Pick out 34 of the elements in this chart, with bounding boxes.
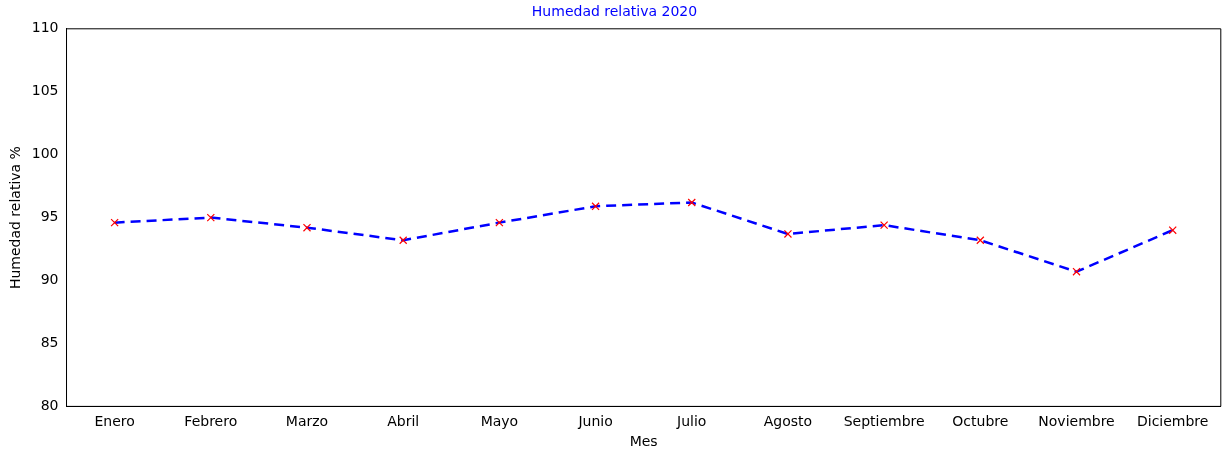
point [1072,267,1081,276]
point [110,218,119,227]
point [880,221,889,230]
point [302,223,312,232]
y-tick-label: 80 [40,397,59,414]
y-tick-label: 85 [40,334,59,351]
point [687,198,696,207]
x-tick-label: Septiembre [843,413,925,430]
x-tick-label: Abril [387,413,420,430]
x-tick-label: Marzo [285,413,329,430]
x-axis-title: Mes [629,433,658,450]
y-tick-label: 105 [31,82,59,99]
y-axis-title: Humedad relativa % [7,146,24,290]
x-tick-label: Octubre [952,413,1009,430]
point [591,202,600,211]
x-tick-label: Enero [94,413,135,430]
x-tick-label: Diciembre [1136,413,1209,430]
y-tick-label: 95 [40,208,59,225]
y-tick-label: 100 [31,145,59,162]
chart-title: Humedad relativa 2020 [531,3,698,20]
x-tick-label: Mayo [480,413,519,430]
point [495,218,504,227]
point [399,236,408,245]
x-tick-label: Junio [577,413,613,430]
x-tick-label: Febrero [184,413,238,430]
y-tick-label: 110 [31,19,59,36]
point [206,213,215,222]
point [976,236,985,245]
point [783,229,793,239]
x-tick-label: Julio [676,413,707,430]
y-tick-label: 90 [40,271,59,288]
x-tick-label: Agosto [763,413,813,430]
point [1168,226,1177,235]
x-tick-label: Noviembre [1038,413,1115,430]
